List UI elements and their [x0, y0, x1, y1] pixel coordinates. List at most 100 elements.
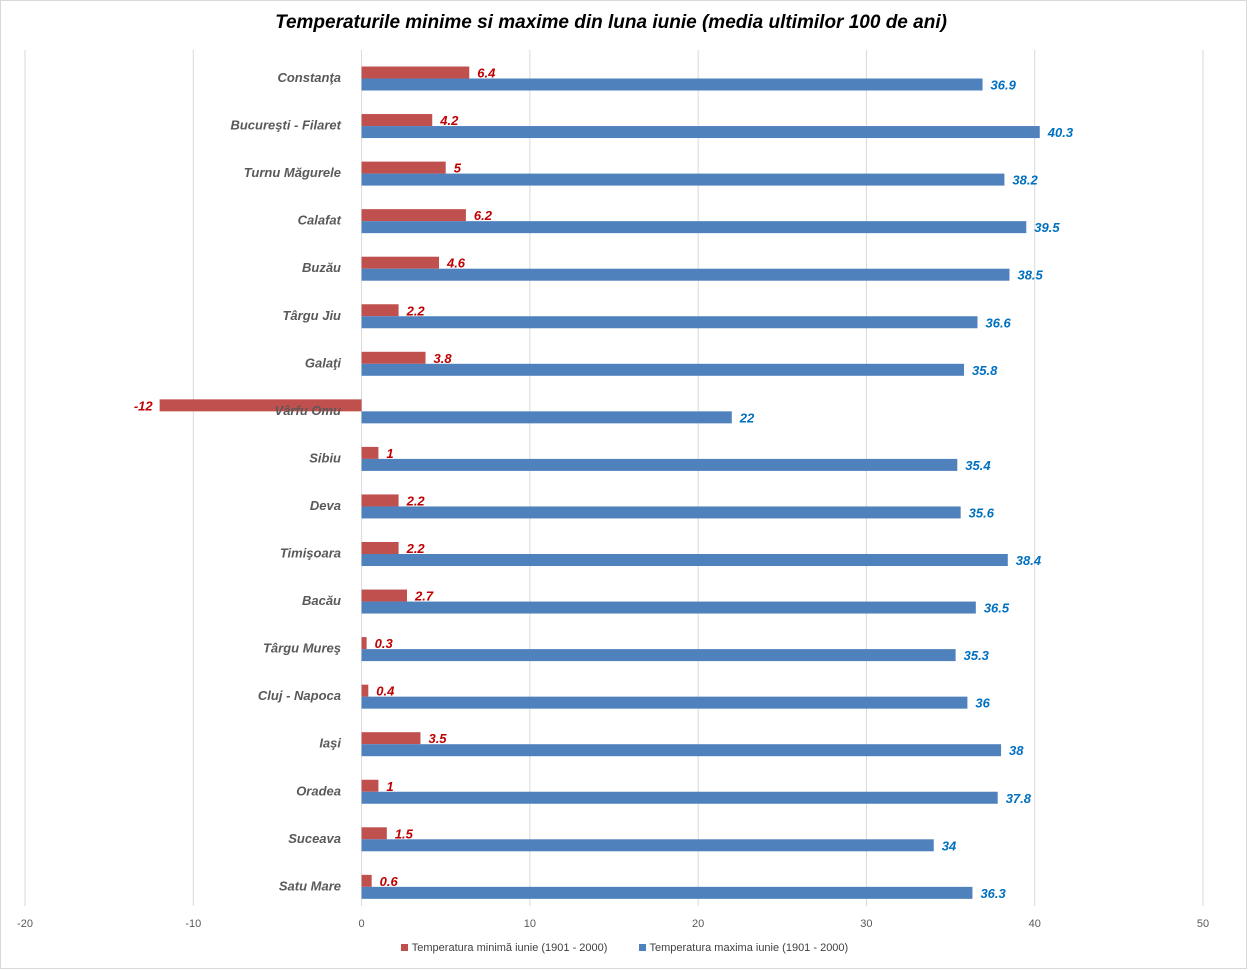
legend-swatch-min: [400, 944, 408, 951]
data-label-min: -12: [134, 398, 154, 413]
bar-min: [361, 542, 399, 554]
data-label-min: 1.5: [395, 826, 414, 841]
data-label-min: 3.5: [428, 731, 447, 746]
data-label-max: 35.3: [964, 648, 990, 663]
bars: [159, 66, 1040, 899]
bar-max: [361, 126, 1040, 139]
bar-min: [361, 304, 399, 317]
x-tick-labels: -20 -10 0 10 20 30 40 50: [17, 918, 1209, 930]
bar-max: [361, 649, 956, 662]
legend-label-min: Temperatura minimă iunie (1901 - 2000): [411, 942, 608, 954]
legend-item-min: Temperatura minimă iunie (1901 - 2000): [400, 942, 608, 954]
category-label: Cluj - Napoca: [258, 688, 341, 703]
data-label-min: 0.3: [375, 636, 394, 651]
x-tick-label: -10: [185, 918, 201, 930]
bar-max: [361, 411, 732, 424]
x-tick-label: 50: [1197, 918, 1209, 930]
category-label: Calafat: [298, 213, 342, 228]
gridlines: [24, 50, 1204, 906]
data-label-min: 5: [454, 161, 462, 176]
bar-max: [361, 601, 976, 614]
category-label: Bucureşti - Filaret: [230, 118, 341, 133]
data-label-min: 2.2: [406, 541, 426, 556]
x-tick-label: 20: [692, 918, 704, 930]
chart-title: Temperaturile minime si maxime din luna …: [275, 12, 947, 33]
data-label-max: 37.8: [1006, 791, 1032, 806]
bar-min: [361, 684, 369, 697]
bar-max: [361, 696, 968, 709]
data-label-max: 38.2: [1012, 173, 1038, 188]
bar-min: [361, 589, 408, 602]
bar-min: [361, 114, 433, 127]
bar-min: [361, 637, 367, 650]
data-label-min: 6.4: [477, 66, 496, 81]
category-label: Târgu Jiu: [282, 308, 341, 323]
data-label-min: 0.6: [380, 874, 399, 889]
bar-max: [361, 173, 1005, 186]
category-label: Satu Mare: [279, 878, 341, 893]
category-label: Bacău: [302, 593, 341, 608]
category-labels: Constanţa Bucureşti - Filaret Turnu Măgure…: [230, 70, 341, 893]
x-tick-label: 10: [524, 918, 536, 930]
data-label-max: 38.4: [1016, 553, 1042, 568]
legend-item-max: Temperatura maxima iunie (1901 - 2000): [638, 942, 849, 954]
data-label-max: 35.6: [969, 505, 995, 520]
data-label-max: 39.5: [1034, 220, 1060, 235]
bar-max: [361, 363, 965, 376]
category-label: Deva: [310, 498, 341, 513]
bar-min: [361, 256, 439, 269]
data-label-min: 3.8: [434, 351, 453, 366]
category-label: Suceava: [288, 831, 341, 846]
bar-min: [361, 732, 421, 745]
bar-max: [361, 506, 961, 519]
bar-max: [361, 268, 1010, 281]
x-tick-label: 30: [860, 918, 872, 930]
data-label-max: 40.3: [1047, 125, 1074, 140]
data-label-max: 36.9: [991, 78, 1017, 93]
x-tick-label: 40: [1029, 918, 1041, 930]
bar-min: [361, 874, 372, 887]
legend: Temperatura minimă iunie (1901 - 2000) T…: [0, 942, 1249, 954]
data-label-max: 35.4: [965, 458, 991, 473]
bar-max: [361, 744, 1002, 757]
bar-max: [361, 554, 1008, 566]
x-tick-label: -20: [17, 918, 33, 930]
data-label-max: 36: [975, 696, 990, 711]
bar-max: [361, 458, 958, 471]
bar-min: [361, 351, 426, 364]
category-label: Vârfu Omu: [275, 403, 342, 418]
data-label-min: 1: [386, 446, 393, 461]
data-label-max: 38.5: [1017, 268, 1043, 283]
category-label: Sibiu: [309, 450, 341, 465]
data-label-min: 6.2: [474, 208, 493, 223]
data-label-max: 34: [942, 838, 957, 853]
category-label: Târgu Mureş: [263, 641, 341, 656]
value-labels: 6.4 36.9 4.2 40.3 5 38.2 6.2 39.5 4.6 38.5 2.2 36.6…: [134, 66, 1074, 901]
bar-min: [361, 827, 387, 840]
data-label-max: 36.3: [980, 886, 1006, 901]
bar-min: [361, 446, 379, 459]
legend-label-max: Temperatura maxima iunie (1901 - 2000): [649, 942, 849, 954]
data-label-max: 35.8: [972, 363, 998, 378]
bar-min: [361, 161, 446, 174]
bar-max: [361, 839, 934, 852]
data-label-max: 36.6: [985, 315, 1011, 330]
bar-max: [361, 221, 1027, 234]
bar-max: [361, 78, 983, 91]
data-label-max: 38: [1009, 743, 1024, 758]
bar-max: [361, 316, 978, 329]
data-label-min: 2.7: [414, 589, 434, 604]
category-label: Constanţa: [277, 70, 341, 85]
category-label: Iaşi: [319, 736, 341, 751]
data-label-min: 1: [386, 779, 393, 794]
data-label-min: 4.2: [439, 113, 459, 128]
bar-min: [361, 779, 379, 792]
category-label: Buzău: [302, 260, 341, 275]
category-label: Oradea: [296, 783, 341, 798]
data-label-min: 0.4: [376, 684, 395, 699]
category-label: Galaţi: [305, 355, 342, 370]
data-label-max: 22: [739, 410, 755, 425]
x-tick-label: 0: [359, 918, 365, 930]
bar-max: [361, 886, 973, 899]
